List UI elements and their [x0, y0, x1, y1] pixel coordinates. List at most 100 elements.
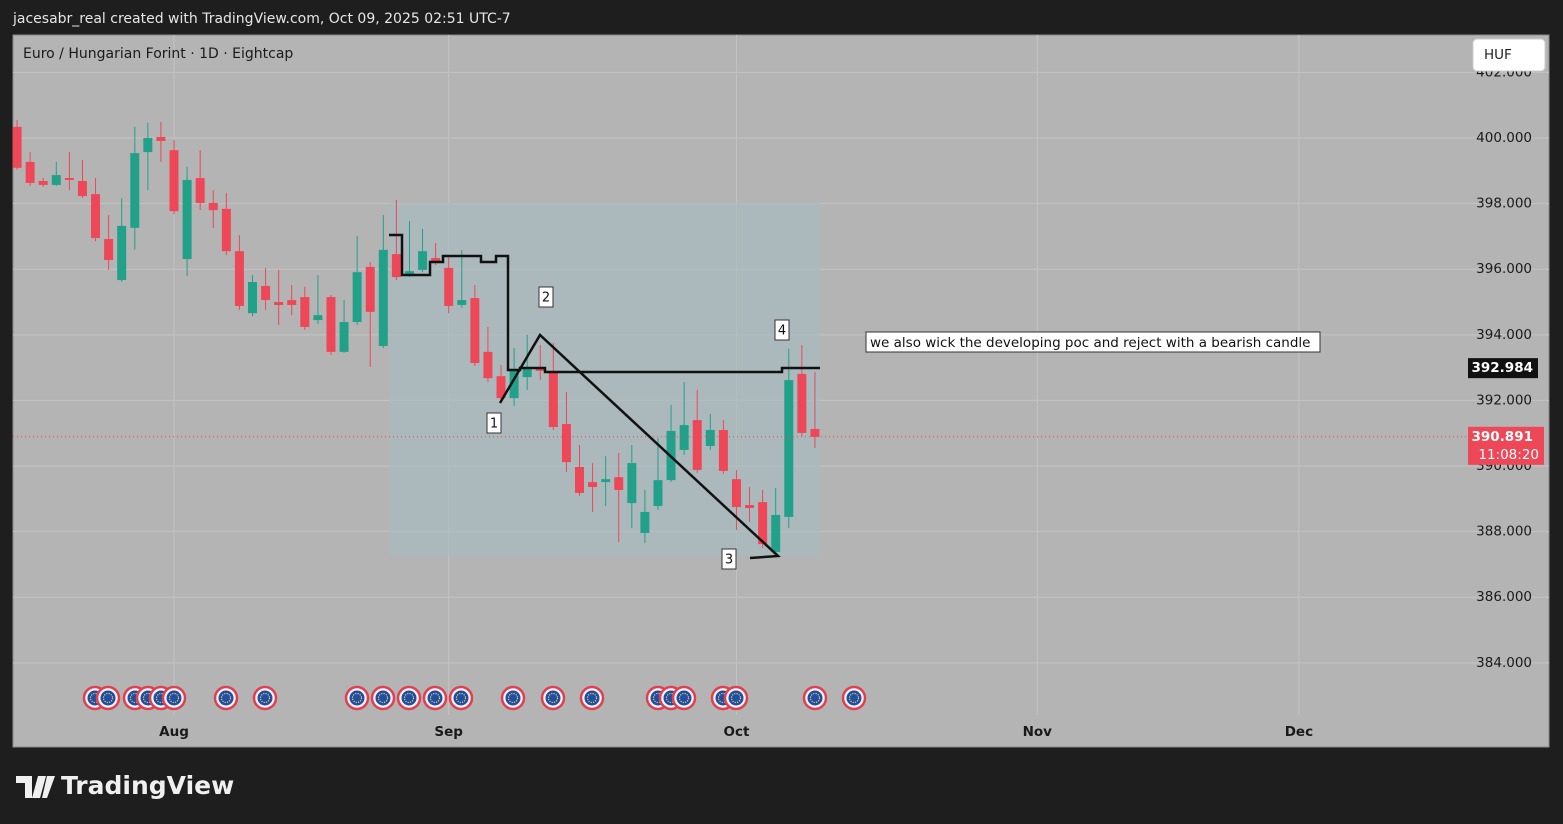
poc-label: 392.984 [1472, 360, 1534, 376]
candle-body [627, 463, 637, 504]
candle-body [640, 511, 650, 533]
candle-body [274, 302, 284, 305]
event-stars [547, 692, 559, 704]
currency[interactable]: HUF [1484, 47, 1512, 63]
note-box [865, 331, 1321, 353]
event-flag [401, 690, 417, 706]
x-tick-label: Dec [1285, 724, 1313, 740]
event-stars [102, 692, 114, 704]
candle-body [391, 254, 401, 278]
event-flag [807, 690, 823, 706]
candle-body [25, 161, 35, 183]
candle-body [745, 505, 755, 509]
event-flag [545, 690, 561, 706]
candle-body [784, 380, 794, 517]
x-tick-label: Oct [723, 724, 749, 740]
poc-tag [1468, 358, 1538, 379]
candle-body [457, 300, 467, 305]
y-tick-label: 398.000 [1476, 196, 1532, 212]
candle-body [705, 429, 715, 447]
candle-body [653, 480, 663, 507]
candle-body [797, 373, 807, 433]
candle-body [470, 298, 480, 364]
label-box [774, 319, 790, 341]
x-tick-label: Sep [434, 724, 463, 740]
candle-body [758, 502, 768, 545]
candle-body [352, 272, 362, 323]
event-stars [455, 692, 467, 704]
candle-body [287, 300, 297, 305]
label-box [486, 412, 502, 434]
event-stars [678, 692, 690, 704]
candle-body [679, 425, 689, 450]
y-tick-label: 388.000 [1476, 524, 1532, 540]
candle-body [326, 297, 336, 352]
logo: TradingView [16, 771, 234, 800]
event-flag [349, 690, 365, 706]
event-flag [584, 690, 600, 706]
candle-body [117, 225, 127, 281]
candle-body [418, 251, 428, 270]
candle-body [496, 376, 506, 399]
candle-body [38, 180, 48, 185]
event-stars [848, 692, 860, 704]
candle-body [195, 178, 205, 203]
candle-body [771, 514, 781, 552]
candle-body [51, 175, 61, 185]
logo-mark [16, 776, 55, 798]
event-stars [809, 692, 821, 704]
event-flag [257, 690, 273, 706]
event-stars [259, 692, 271, 704]
header-text: jacesabr_real created with TradingView.c… [12, 11, 511, 27]
candle-body [77, 180, 87, 197]
candle-body [731, 479, 741, 508]
y-tick-label: 392.000 [1476, 392, 1532, 408]
candle-body [614, 477, 624, 490]
event-flag [505, 690, 521, 706]
annotation: 1 [490, 417, 498, 432]
event-stars [168, 692, 180, 704]
candles [12, 119, 1468, 555]
event-flag [676, 690, 692, 706]
trend-drawing [498, 333, 781, 560]
candle-body [522, 366, 532, 378]
candle-body [64, 178, 74, 180]
event-flag [100, 690, 116, 706]
x-tick-label: Aug [159, 724, 189, 740]
candle-body [156, 137, 166, 141]
y-tick-label: 400.000 [1476, 130, 1532, 146]
event-stars [351, 692, 363, 704]
annotation: 3 [725, 553, 733, 568]
countdown: 11:08:20 [1478, 447, 1539, 463]
candle-body [221, 208, 231, 252]
candle-body [182, 179, 192, 260]
chart-title: Euro / Hungarian Forint · 1D · Eightcap [23, 46, 293, 62]
candle-body [339, 322, 349, 352]
candle-body [431, 258, 441, 263]
y-tick-label: 396.000 [1476, 261, 1532, 277]
candle-body [12, 126, 22, 168]
event-stars [220, 692, 232, 704]
x-tick-label: Nov [1023, 724, 1053, 740]
last-price-tag [1468, 426, 1544, 465]
candle-body [535, 367, 545, 371]
event-stars [586, 692, 598, 704]
candle-body [365, 266, 375, 312]
candle-body [561, 424, 571, 463]
currency-button[interactable] [1472, 38, 1546, 72]
candle-body [444, 267, 454, 306]
annotation: 4 [778, 324, 786, 339]
candle-body [575, 467, 585, 493]
candle-body [378, 249, 388, 346]
candle-body [601, 479, 611, 483]
candle-body [247, 282, 257, 314]
note: we also wick the developing poc and reje… [870, 335, 1311, 351]
event-stars [730, 692, 742, 704]
candle-body [483, 351, 493, 379]
event-flag [453, 690, 469, 706]
event-icons [82, 685, 867, 711]
y-tick-label: 394.000 [1476, 327, 1532, 343]
event-flag [166, 690, 182, 706]
candle-body [810, 428, 820, 437]
